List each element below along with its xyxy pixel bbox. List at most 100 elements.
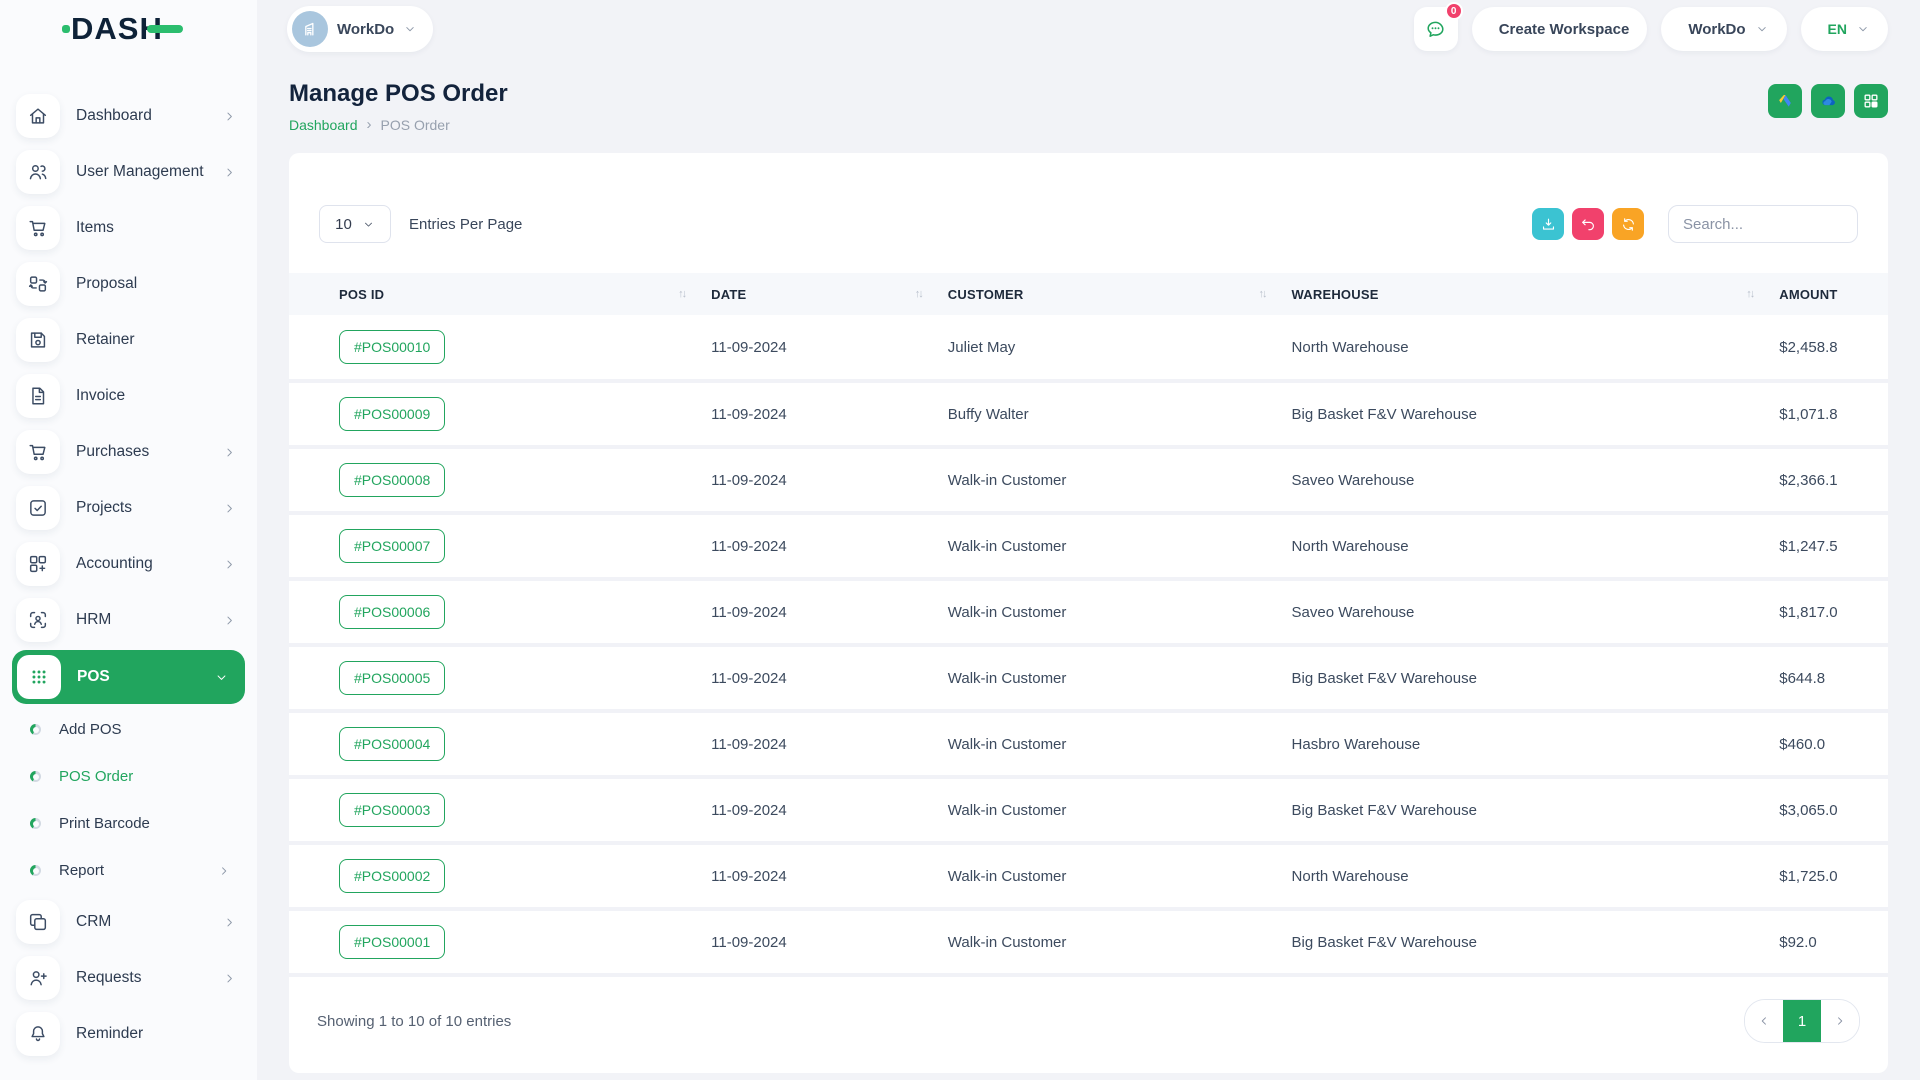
save-icon-tile (16, 318, 60, 362)
amount-cell: $1,817.0 (1779, 579, 1888, 645)
search-input[interactable] (1668, 205, 1858, 243)
apps-grid-button[interactable] (1854, 84, 1888, 118)
sidebar-nav: Dashboard User Management ItemsProposalRet… (0, 58, 257, 1062)
date-cell: 11-09-2024 (711, 711, 948, 777)
create-workspace-button[interactable]: Create Workspace (1472, 7, 1648, 51)
column-header-warehouse[interactable]: WAREHOUSE↑↓ (1292, 273, 1780, 315)
pos-id-link[interactable]: #POS00006 (339, 595, 445, 629)
sidebar-item-retainer[interactable]: Retainer (0, 312, 257, 368)
messages-button[interactable]: 0 (1414, 7, 1458, 51)
customer-cell: Walk-in Customer (948, 513, 1292, 579)
chevron-right-icon (222, 971, 237, 986)
save-icon (27, 329, 49, 351)
scan-user-icon-tile (16, 598, 60, 642)
scan-user-icon (27, 609, 49, 631)
submenu-bullet-icon (30, 724, 41, 735)
workspace-selector[interactable]: WorkDo (287, 6, 433, 52)
date-cell: 11-09-2024 (711, 843, 948, 909)
check-square-icon-tile (16, 486, 60, 530)
breadcrumb: Dashboard › POS Order (289, 116, 508, 133)
sidebar-item-requests[interactable]: Requests (0, 950, 257, 1006)
sidebar-item-reminder[interactable]: Reminder (0, 1006, 257, 1062)
page-header: Manage POS Order Dashboard › POS Order (289, 80, 1888, 133)
pagination-next-button[interactable] (1821, 1000, 1859, 1042)
pagination-current-page[interactable]: 1 (1783, 1000, 1821, 1042)
customer-cell: Walk-in Customer (948, 645, 1292, 711)
pos-id-link[interactable]: #POS00001 (339, 925, 445, 959)
cart-icon-tile (16, 206, 60, 250)
date-cell: 11-09-2024 (711, 447, 948, 513)
sidebar-item-dashboard[interactable]: Dashboard (0, 88, 257, 144)
grid-plus-icon (27, 553, 49, 575)
warehouse-cell: North Warehouse (1292, 843, 1780, 909)
sidebar-item-projects[interactable]: Projects (0, 480, 257, 536)
date-cell: 11-09-2024 (711, 909, 948, 975)
page-title: Manage POS Order (289, 80, 508, 108)
breadcrumb-dashboard-link[interactable]: Dashboard (289, 117, 358, 133)
pos-id-link[interactable]: #POS00008 (339, 463, 445, 497)
home-icon-tile (16, 94, 60, 138)
pos-id-link[interactable]: #POS00002 (339, 859, 445, 893)
pos-id-link[interactable]: #POS00004 (339, 727, 445, 761)
sidebar-item-invoice[interactable]: Invoice (0, 368, 257, 424)
language-selector[interactable]: EN (1801, 7, 1888, 51)
refresh-button[interactable] (1612, 208, 1644, 240)
pagination-prev-button[interactable] (1745, 1000, 1783, 1042)
workdo-menu-button[interactable]: WorkDo (1661, 7, 1786, 51)
sidebar-item-proposal[interactable]: Proposal (0, 256, 257, 312)
sidebar-item-hrm[interactable]: HRM (0, 592, 257, 648)
amount-cell: $460.0 (1779, 711, 1888, 777)
chevron-down-icon (1856, 22, 1870, 36)
sidebar-item-pos[interactable]: POS (12, 650, 245, 704)
column-header-date[interactable]: DATE↑↓ (711, 273, 948, 315)
column-label: DATE (711, 287, 746, 302)
chevron-down-icon (1856, 22, 1870, 36)
card-footer: Showing 1 to 10 of 10 entries 1 (289, 977, 1888, 1073)
main-content: Manage POS Order Dashboard › POS Order 1… (257, 58, 1920, 1080)
pagination: 1 (1744, 999, 1860, 1043)
column-header-amount[interactable]: AMOUNT (1779, 273, 1888, 315)
sidebar-item-items[interactable]: Items (0, 200, 257, 256)
pos-id-link[interactable]: #POS00010 (339, 330, 445, 364)
bell-icon (27, 1023, 49, 1045)
pos-id-link[interactable]: #POS00007 (339, 529, 445, 563)
sidebar-item-user-management[interactable]: User Management (0, 144, 257, 200)
column-header-customer[interactable]: CUSTOMER↑↓ (948, 273, 1292, 315)
column-header-pos-id[interactable]: POS ID↑↓ (289, 273, 711, 315)
breadcrumb-current: POS Order (381, 117, 450, 133)
chevron-right-icon (222, 915, 237, 930)
download-button[interactable] (1532, 208, 1564, 240)
customer-cell: Walk-in Customer (948, 843, 1292, 909)
chevron-down-icon (362, 218, 375, 231)
google-drive-button[interactable] (1768, 84, 1802, 118)
column-label: AMOUNT (1779, 287, 1837, 302)
pos-id-link[interactable]: #POS00003 (339, 793, 445, 827)
sidebar-subitem-report[interactable]: Report (0, 847, 257, 894)
sidebar-subitem-pos-order[interactable]: POS Order (0, 753, 257, 800)
table-row: #POS0000111-09-2024Walk-in CustomerBig B… (289, 909, 1888, 975)
sidebar-item-crm[interactable]: CRM (0, 894, 257, 950)
sidebar-item-purchases[interactable]: Purchases (0, 424, 257, 480)
sidebar-subitem-add-pos[interactable]: Add POS (0, 706, 257, 753)
date-cell: 11-09-2024 (711, 381, 948, 447)
onedrive-icon (1818, 91, 1838, 111)
table-row: #POS0000911-09-2024Buffy WalterBig Baske… (289, 381, 1888, 447)
amount-cell: $92.0 (1779, 909, 1888, 975)
undo-button[interactable] (1572, 208, 1604, 240)
sidebar-item-label: User Management (76, 163, 204, 181)
entries-per-page-select[interactable]: 10 (319, 205, 391, 243)
pos-id-link[interactable]: #POS00005 (339, 661, 445, 695)
chevron-down-icon (362, 218, 375, 231)
warehouse-cell: Saveo Warehouse (1292, 447, 1780, 513)
onedrive-button[interactable] (1811, 84, 1845, 118)
home-icon (27, 105, 49, 127)
table-body: #POS0001011-09-2024Juliet MayNorth Wareh… (289, 315, 1888, 975)
sidebar-item-accounting[interactable]: Accounting (0, 536, 257, 592)
topbar: WorkDo 0 Create Workspace WorkDo EN (257, 0, 1920, 58)
table-controls: 10 Entries Per Page (289, 205, 1888, 243)
warehouse-cell: Big Basket F&V Warehouse (1292, 381, 1780, 447)
pos-id-link[interactable]: #POS00009 (339, 397, 445, 431)
chevron-down-icon (1755, 22, 1769, 36)
date-cell: 11-09-2024 (711, 513, 948, 579)
sidebar-subitem-print-barcode[interactable]: Print Barcode (0, 800, 257, 847)
